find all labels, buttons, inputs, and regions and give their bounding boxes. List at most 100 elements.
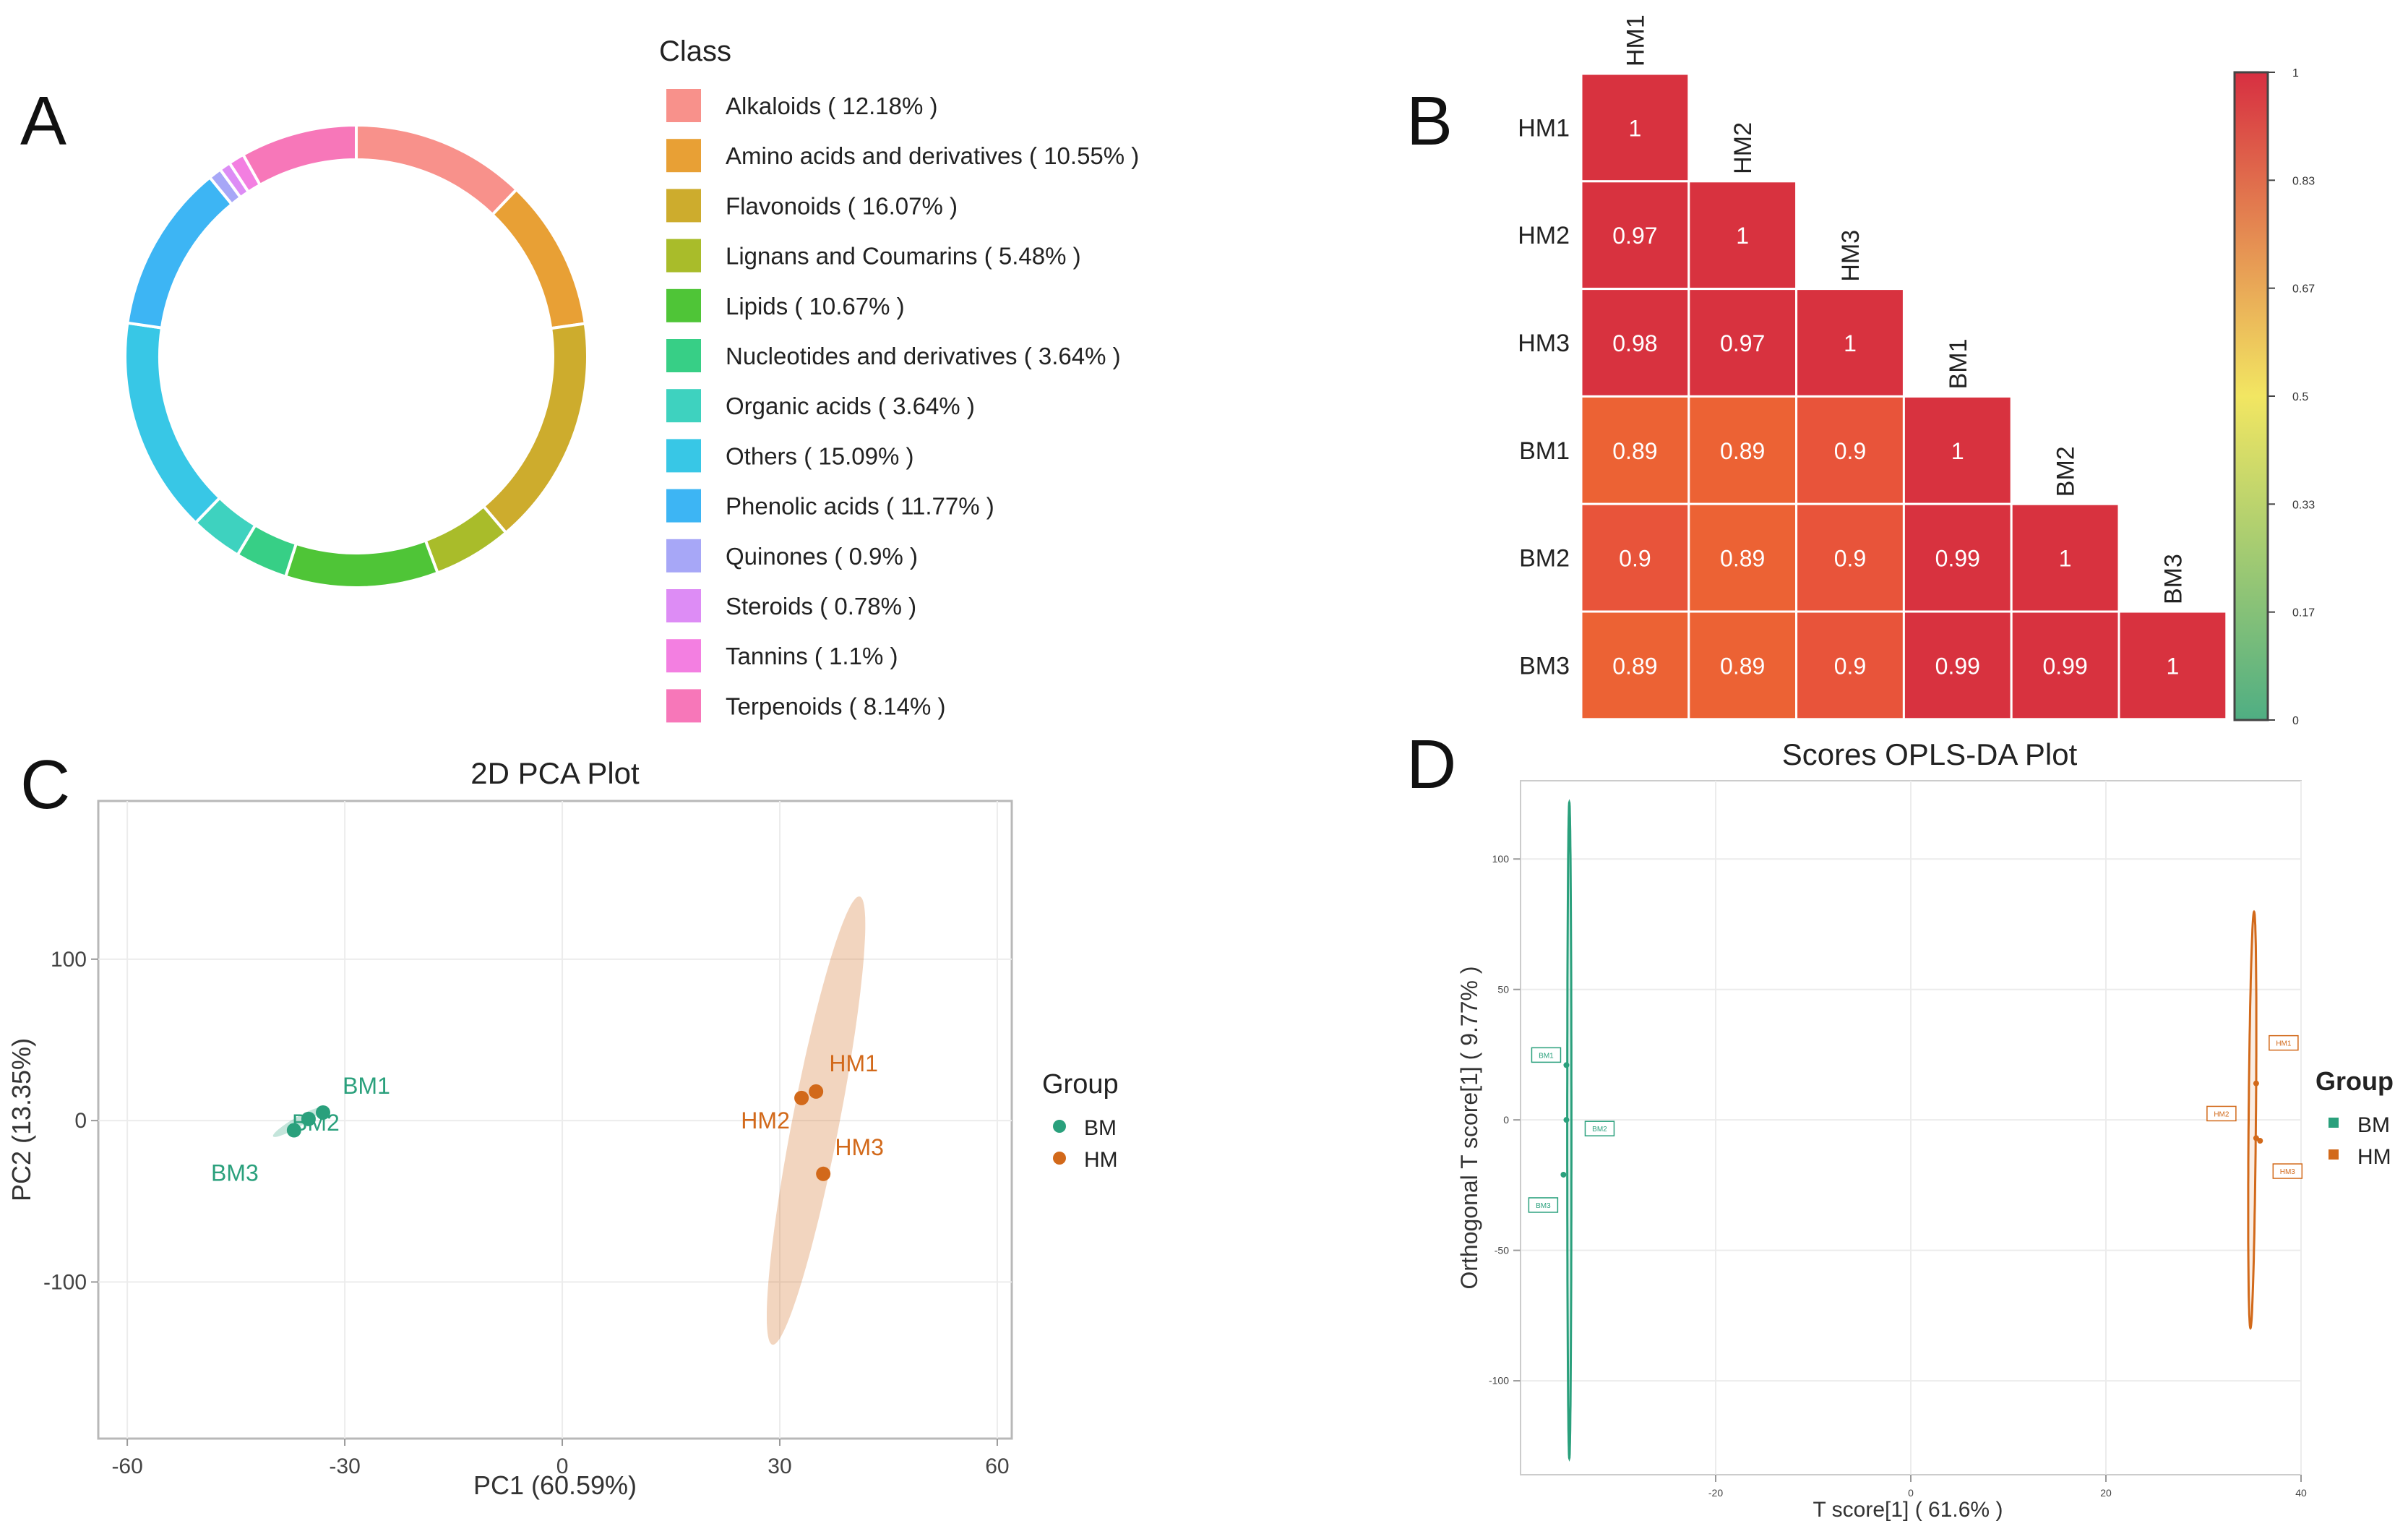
- y-tick-label: 0: [1503, 1114, 1509, 1126]
- point-hm3: [816, 1166, 831, 1181]
- legend-marker-hm: [2329, 1149, 2339, 1160]
- heatmap-value-hm3-hm3: 1: [1844, 330, 1857, 356]
- heatmap-value-bm2-hm1: 0.9: [1619, 546, 1651, 572]
- legend-swatch-quinones: [666, 539, 701, 573]
- legend-label-others: Others ( 15.09% ): [726, 442, 913, 469]
- pca-y-axis-label: PC2 (13.35%): [7, 1038, 36, 1201]
- point-label-box-bm3: [1528, 1197, 1559, 1213]
- oplsda-legend: Group BM HM: [2315, 1066, 2394, 1169]
- x-tick-label: -60: [111, 1454, 142, 1478]
- x-tick-label: 40: [2295, 1487, 2307, 1499]
- heatmap-cell-bm2-hm2: [1687, 502, 1798, 613]
- legend-label-quinones: Quinones ( 0.9% ): [726, 543, 918, 570]
- heatmap-row-label-bm3: BM3: [1519, 652, 1570, 680]
- legend-swatch-steroids: [666, 589, 701, 622]
- heatmap-cell-hm3-hm3: [1795, 288, 1905, 398]
- heatmap-value-hm3-hm1: 0.98: [1612, 330, 1657, 356]
- point-hm1: [809, 1084, 824, 1099]
- heatmap-row-label-hm3: HM3: [1518, 330, 1570, 357]
- legend-label-bm: BM: [2357, 1113, 2390, 1137]
- colorbar-tick-label: 0.67: [2292, 283, 2315, 296]
- point-label-bm1: BM1: [1539, 1052, 1554, 1060]
- panel-d-label: D: [1406, 726, 1456, 803]
- point-label-hm1: HM1: [829, 1050, 878, 1076]
- heatmap-col-label-bm3: BM3: [2159, 554, 2187, 604]
- heatmap-value-hm2-hm2: 1: [1736, 223, 1749, 249]
- legend-label-organic-acids: Organic acids ( 3.64% ): [726, 393, 975, 419]
- heatmap-row-label-hm1: HM1: [1518, 114, 1570, 142]
- point-label-box-bm1: [1531, 1047, 1562, 1063]
- pie-legend: Alkaloids ( 12.18% ) Amino acids and deri…: [666, 89, 1139, 723]
- heatmap-cell-bm3-hm1: [1580, 610, 1690, 721]
- legend-label-lipids: Lipids ( 10.67% ): [726, 293, 905, 320]
- pca-gridlines: [98, 801, 1012, 1439]
- x-tick-label: -20: [1708, 1487, 1723, 1499]
- panel-b-correlation-heatmap: B 1 HM1 HM1 0.97 1 HM2 HM2 0.98 0.97 1 HM3 HM3 0.89 0…: [1406, 14, 2315, 727]
- point-label-box-bm2: [1584, 1120, 1615, 1136]
- oplsda-title: Scores OPLS-DA Plot: [1782, 737, 2078, 771]
- point-label-hm3: HM3: [835, 1134, 884, 1160]
- legend-label-hm: HM: [2357, 1145, 2391, 1169]
- legend-label-hm: HM: [1084, 1148, 1118, 1172]
- heatmap-value-bm3-bm3: 1: [2167, 653, 2180, 679]
- legend-label-bm: BM: [1084, 1116, 1117, 1140]
- legend-swatch-lipids: [666, 288, 701, 322]
- heatmap-row-label-bm2: BM2: [1519, 545, 1570, 573]
- heatmap-value-bm2-bm2: 1: [2059, 546, 2072, 572]
- heatmap-cell-bm3-hm2: [1687, 610, 1798, 721]
- x-tick-label: 0: [556, 1454, 569, 1478]
- heatmap-value-bm3-hm3: 0.9: [1834, 653, 1866, 679]
- ellipse-hm: [767, 896, 866, 1345]
- legend-title: Group: [2315, 1066, 2394, 1096]
- heatmap-value-bm1-hm2: 0.89: [1720, 438, 1765, 464]
- legend-swatch-others: [666, 439, 701, 473]
- heatmap-cell-bm3-hm3: [1795, 610, 1905, 721]
- point-label-bm1: BM1: [343, 1073, 390, 1099]
- y-tick-label: -100: [1489, 1375, 1509, 1387]
- colorbar-tick-label: 0.17: [2292, 607, 2315, 620]
- x-tick-label: 30: [767, 1454, 791, 1478]
- heatmap-col-label-hm2: HM2: [1729, 122, 1757, 174]
- legend-label-tannins: Tannins ( 1.1% ): [726, 643, 898, 669]
- heatmap-value-bm1-hm1: 0.89: [1612, 438, 1657, 464]
- panel-a-donut-chart: A Class Alkaloids ( 12.18% ) Amino acids …: [20, 35, 1139, 723]
- donut-slice-terpenoids: [241, 123, 358, 187]
- y-tick-label: 50: [1497, 983, 1509, 995]
- pca-axes: -60 -30 0 30 60 100 0 -100: [43, 948, 1010, 1478]
- point-label-box-hm2: [2206, 1105, 2237, 1122]
- legend-title: Group: [1042, 1069, 1119, 1100]
- point-hm3: [2257, 1138, 2263, 1144]
- heatmap-row-label-bm1: BM1: [1519, 437, 1570, 465]
- heatmap-cell-hm1-hm1: [1580, 72, 1690, 183]
- oplsda-y-axis-label: Orthogonal T score[1] ( 9.77% ): [1456, 966, 1482, 1289]
- point-bm1: [315, 1105, 330, 1120]
- legend-swatch-tannins: [666, 639, 701, 673]
- donut-ring: [124, 123, 589, 589]
- point-label-hm2: HM2: [741, 1107, 790, 1134]
- pca-title: 2D PCA Plot: [470, 756, 640, 790]
- ellipse-bm: [1566, 799, 1573, 1462]
- heatmap-row-label-hm2: HM2: [1518, 222, 1570, 249]
- heatmap-value-bm2-hm3: 0.9: [1834, 546, 1866, 572]
- heatmap-cell-bm1-hm3: [1795, 395, 1905, 505]
- legend-swatch-nucleotides-and-derivatives: [666, 339, 701, 372]
- legend-swatch-alkaloids: [666, 89, 701, 122]
- pca-x-axis-label: PC1 (60.59%): [473, 1470, 637, 1500]
- heatmap-value-hm1-hm1: 1: [1629, 115, 1642, 141]
- legend-label-nucleotides-and-derivatives: Nucleotides and derivatives ( 3.64% ): [726, 343, 1121, 369]
- heatmap-grid: 1 HM1 HM1 0.97 1 HM2 HM2 0.98 0.97 1 HM3 HM3 0.89 0.8…: [1518, 14, 2228, 721]
- y-tick-label: 100: [1492, 853, 1510, 865]
- x-tick-label: -30: [329, 1454, 360, 1478]
- point-hm1: [2253, 1080, 2259, 1087]
- legend-label-amino-acids-and-derivatives: Amino acids and derivatives ( 10.55% ): [726, 142, 1139, 169]
- legend-marker-bm: [1053, 1120, 1066, 1133]
- heatmap-col-label-bm1: BM1: [1945, 338, 1972, 389]
- colorbar-tick-label: 0: [2292, 715, 2299, 727]
- panel-a-label: A: [20, 82, 66, 160]
- heatmap-value-bm1-hm3: 0.9: [1834, 438, 1866, 464]
- heatmap-value-bm2-hm2: 0.89: [1720, 546, 1765, 572]
- heatmap-cell-bm2-bm2: [2010, 502, 2120, 613]
- ellipse-hm: [2247, 909, 2258, 1330]
- pca-plot-frame: [97, 800, 1013, 1440]
- pca-legend: Group BM HM: [1042, 1069, 1119, 1172]
